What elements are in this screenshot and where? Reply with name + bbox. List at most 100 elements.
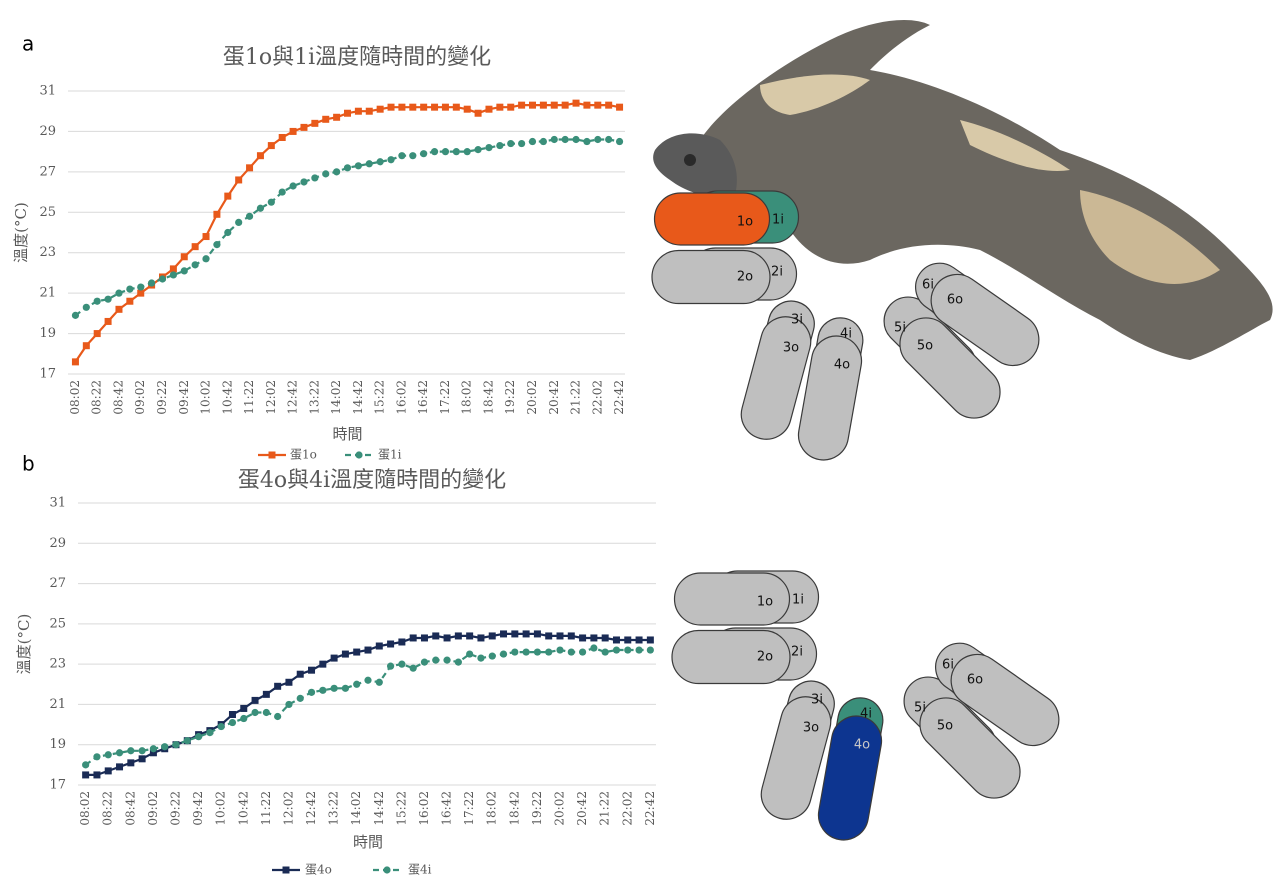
point-marker: [169, 271, 177, 279]
point-marker: [126, 297, 134, 305]
y-tick-label: 29: [39, 124, 56, 139]
point-marker: [624, 646, 632, 654]
panel-label: b: [22, 452, 35, 476]
x-tick-label: 16:02: [417, 791, 431, 826]
point-marker: [330, 654, 338, 662]
x-tick-label: 18:02: [485, 791, 499, 826]
point-marker: [466, 632, 474, 640]
point-marker: [240, 704, 248, 712]
egg-label: 4o: [854, 738, 870, 753]
point-marker: [443, 656, 451, 664]
point-marker: [311, 119, 319, 127]
point-marker: [646, 636, 654, 644]
x-tick-label: 15:22: [394, 791, 408, 826]
point-marker: [409, 664, 417, 672]
point-marker: [496, 141, 504, 150]
point-marker: [180, 267, 188, 275]
point-marker: [376, 158, 384, 166]
x-tick-label: 22:42: [612, 380, 626, 415]
x-tick-label: 14:42: [372, 791, 386, 826]
chart-title: 蛋4o與4i溫度隨時間的變化: [238, 468, 506, 493]
point-marker: [432, 656, 440, 664]
x-tick-label: 17:22: [438, 380, 452, 415]
x-tick-label: 08:02: [68, 380, 82, 415]
y-tick-label: 31: [49, 496, 66, 511]
x-tick-label: 22:02: [590, 380, 604, 415]
point-marker: [477, 634, 485, 642]
point-marker: [343, 164, 352, 172]
egg-label: 2o: [757, 650, 773, 665]
point-marker: [191, 243, 199, 251]
x-tick-label: 13:22: [327, 791, 341, 826]
x-tick-label: 22:42: [643, 791, 657, 826]
point-marker: [375, 678, 383, 686]
point-marker: [172, 741, 180, 749]
y-tick-label: 21: [39, 286, 56, 301]
legend-label: 蛋1i: [378, 448, 402, 462]
point-marker: [245, 212, 254, 220]
point-marker: [224, 192, 232, 200]
x-tick-label: 11:22: [259, 791, 273, 826]
point-marker: [115, 305, 123, 313]
point-marker: [274, 682, 282, 690]
series-line: [74, 101, 620, 363]
point-marker: [104, 751, 112, 759]
point-marker: [158, 275, 167, 283]
bird-eye: [684, 154, 696, 166]
point-marker: [353, 680, 361, 688]
y-tick-label: 21: [49, 697, 66, 712]
point-marker: [398, 152, 406, 160]
point-marker: [594, 135, 602, 144]
point-marker: [206, 729, 214, 737]
egg-label: 1o: [757, 595, 773, 610]
point-marker: [235, 218, 243, 226]
point-marker: [485, 144, 493, 152]
egg-diagram: 1o 1i 2o 2i 3i 3o 4i 4o 5i 5o 6i 6o: [651, 190, 1040, 461]
legend-marker: [282, 866, 290, 874]
point-marker: [278, 188, 286, 196]
egg-diagram: 1o 1i 2o 2i 3i 3o 4i 4o 5i 5o 6i 6o: [671, 570, 1060, 841]
x-tick-label: 19:22: [503, 380, 517, 415]
point-marker: [267, 142, 275, 150]
point-marker: [137, 283, 145, 291]
point-marker: [511, 648, 519, 656]
x-tick-label: 18:42: [481, 380, 495, 415]
point-marker: [496, 103, 504, 111]
point-marker: [454, 658, 462, 666]
point-marker: [296, 694, 304, 702]
point-marker: [454, 632, 462, 640]
y-tick-label: 23: [39, 245, 56, 260]
point-marker: [601, 648, 609, 656]
point-marker: [224, 228, 232, 237]
point-marker: [605, 101, 613, 109]
point-marker: [262, 690, 270, 698]
point-marker: [82, 771, 90, 779]
point-marker: [567, 648, 575, 656]
point-marker: [235, 176, 243, 184]
point-marker: [409, 152, 417, 160]
x-tick-label: 09:42: [191, 791, 205, 826]
y-axis-title: 溫度(°C): [15, 614, 33, 675]
point-marker: [228, 711, 236, 718]
point-marker: [217, 722, 225, 731]
point-marker: [191, 261, 199, 269]
point-marker: [550, 135, 558, 144]
point-marker: [104, 767, 112, 775]
point-marker: [507, 139, 515, 148]
line-chart: 蛋4o與4i溫度隨時間的變化 17 19 21 23 25 27 29 31 溫度(°C) 08:0…: [15, 468, 657, 877]
egg-label: 5i: [914, 701, 926, 716]
point-marker: [341, 650, 349, 658]
point-marker: [364, 646, 372, 654]
panel-label: a: [22, 32, 34, 56]
point-marker: [485, 105, 493, 113]
point-marker: [104, 317, 112, 325]
egg-label: 1o: [737, 215, 753, 230]
point-marker: [365, 107, 373, 115]
point-marker: [398, 103, 406, 111]
point-marker: [149, 745, 158, 753]
egg: [930, 273, 1040, 367]
point-marker: [567, 632, 575, 640]
point-marker: [579, 634, 587, 642]
point-marker: [572, 99, 580, 107]
point-marker: [488, 652, 496, 660]
